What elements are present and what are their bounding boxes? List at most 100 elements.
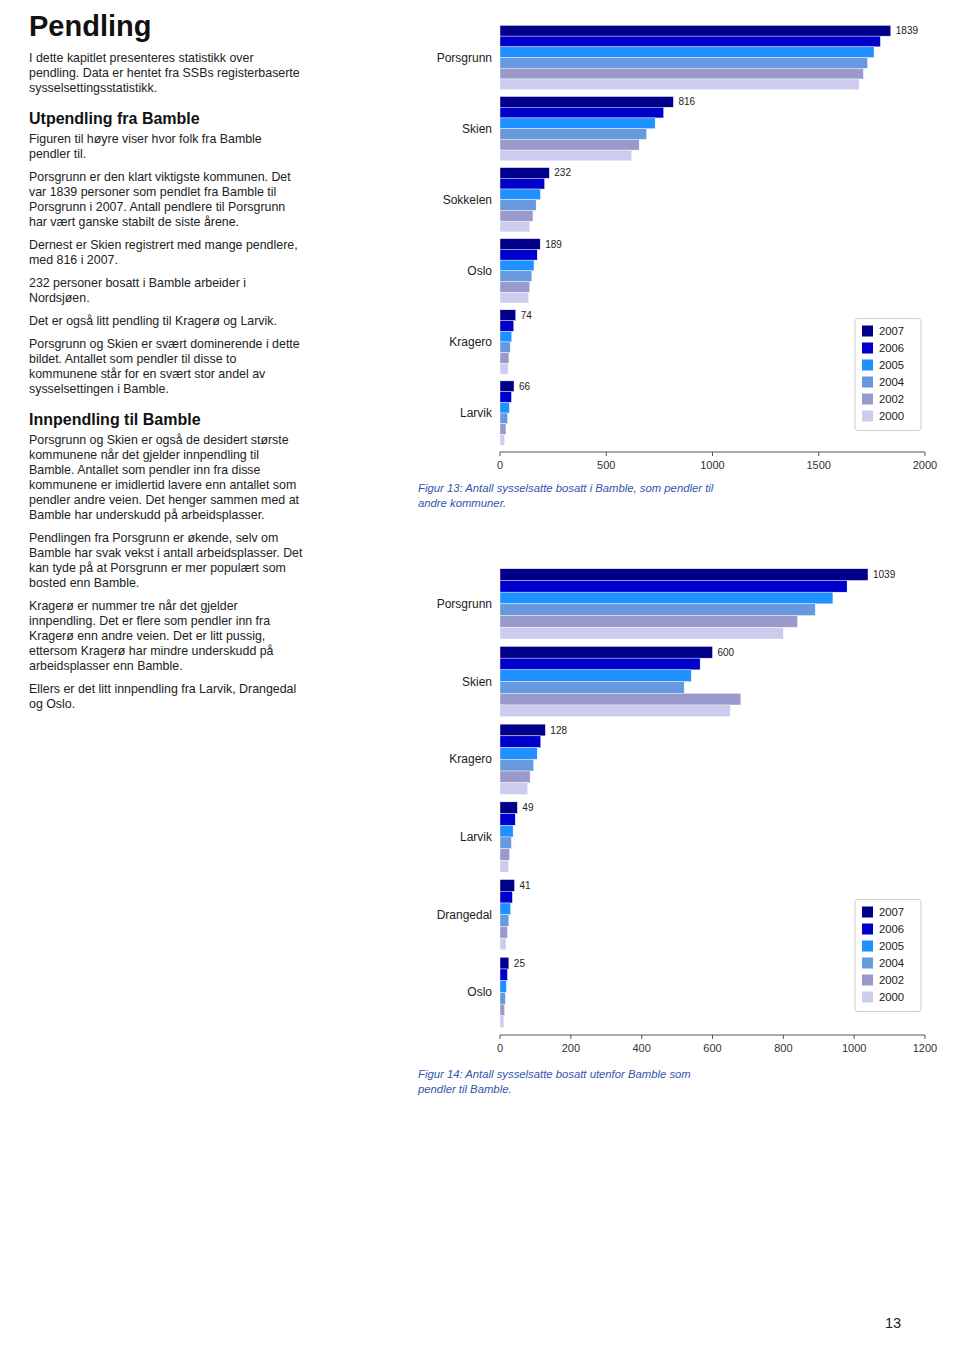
legend-label: 2007 bbox=[879, 325, 904, 337]
legend-label: 2005 bbox=[879, 359, 904, 371]
x-tick bbox=[783, 1035, 784, 1039]
legend-swatch bbox=[862, 394, 873, 405]
legend: 200720062005200420022000 bbox=[855, 319, 921, 431]
body-text: og Oslo. bbox=[29, 697, 75, 711]
legend-swatch bbox=[862, 992, 873, 1003]
bar bbox=[500, 424, 506, 435]
bar bbox=[500, 25, 891, 36]
caption-line: Figur 14: Antall sysselsatte bosatt uten… bbox=[418, 1068, 691, 1080]
x-tick-label: 0 bbox=[497, 1042, 503, 1054]
bar bbox=[500, 260, 534, 271]
data-label: 66 bbox=[519, 381, 531, 392]
bar bbox=[500, 47, 874, 58]
body-text: Porsgrunn er den klart viktigste kommune… bbox=[29, 170, 291, 184]
x-tick bbox=[500, 1035, 501, 1039]
x-tick-label: 1200 bbox=[913, 1042, 937, 1054]
body-text: innpendling. Det er flere som pendler in… bbox=[29, 614, 270, 628]
body-text: Porsgrunn og Skien er svært dominerende … bbox=[29, 337, 300, 351]
bar bbox=[500, 957, 509, 969]
x-tick-label: 800 bbox=[774, 1042, 792, 1054]
x-tick-label: 200 bbox=[562, 1042, 580, 1054]
legend-label: 2002 bbox=[879, 393, 904, 405]
bar bbox=[500, 1016, 504, 1028]
bar bbox=[500, 221, 530, 232]
legend-label: 2004 bbox=[879, 376, 904, 388]
legend-swatch bbox=[862, 958, 873, 969]
x-tick-label: 1500 bbox=[807, 459, 831, 471]
body-text: ettersom Kragerø har mindre underskudd p… bbox=[29, 644, 274, 658]
category-label: Porsgrunn bbox=[437, 51, 492, 65]
x-tick bbox=[854, 1035, 855, 1039]
bar bbox=[500, 580, 847, 592]
bar bbox=[500, 282, 530, 293]
data-label: 816 bbox=[678, 96, 695, 107]
page-number: 13 bbox=[885, 1315, 901, 1331]
legend-swatch bbox=[862, 975, 873, 986]
body-text: pendling. Data er hentet fra SSBs regist… bbox=[29, 66, 300, 80]
bar bbox=[500, 107, 664, 118]
category-label: Kragero bbox=[449, 752, 492, 766]
bar bbox=[500, 736, 541, 748]
page: PendlingI dette kapitlet presenteres sta… bbox=[0, 0, 960, 1347]
bar bbox=[500, 860, 509, 872]
legend-label: 2000 bbox=[879, 410, 904, 422]
data-label: 74 bbox=[521, 310, 533, 321]
legend-swatch bbox=[862, 907, 873, 918]
data-label: 189 bbox=[545, 239, 562, 250]
bar bbox=[500, 693, 741, 705]
x-tick bbox=[500, 452, 501, 456]
body-text: Bamble har svak vekst i antall arbeidspl… bbox=[29, 546, 303, 560]
bar bbox=[500, 814, 515, 826]
bar bbox=[500, 118, 655, 129]
bar bbox=[500, 36, 880, 47]
category-label: Kragero bbox=[449, 335, 492, 349]
bar bbox=[500, 353, 509, 364]
category-label: Skien bbox=[462, 675, 492, 689]
category-label: Drangedal bbox=[437, 908, 492, 922]
bar bbox=[500, 926, 507, 938]
bar bbox=[500, 200, 536, 211]
caption-line: andre kommuner. bbox=[418, 497, 506, 509]
chart: 18398162321897466PorsgrunnSkienSokkelenO… bbox=[418, 25, 937, 509]
data-label: 1039 bbox=[873, 569, 896, 580]
legend-label: 2004 bbox=[879, 957, 904, 969]
data-label: 49 bbox=[522, 802, 534, 813]
bar bbox=[500, 239, 540, 250]
body-text: Pendlingen fra Porsgrunn er økende, selv… bbox=[29, 531, 278, 545]
bar bbox=[500, 331, 512, 342]
bar bbox=[500, 392, 511, 403]
x-tick bbox=[606, 452, 607, 456]
body-text: Ellers er det litt innpendling fra Larvi… bbox=[29, 682, 296, 696]
category-label: Skien bbox=[462, 122, 492, 136]
body-text: 232 personer bosatt i Bamble arbeider i bbox=[29, 276, 246, 290]
bar bbox=[500, 592, 833, 604]
bar bbox=[500, 292, 529, 303]
bar bbox=[500, 705, 730, 717]
bar bbox=[500, 616, 798, 628]
section-heading: Utpendling fra Bamble bbox=[29, 110, 200, 127]
x-tick bbox=[818, 452, 819, 456]
body-text: var 1839 personer som pendlet fra Bamble… bbox=[29, 185, 276, 199]
bar bbox=[500, 249, 537, 260]
bar bbox=[500, 381, 514, 392]
bar bbox=[500, 670, 691, 682]
body-text: Kragerø enn andre veien. Det er litt pus… bbox=[29, 629, 265, 643]
bar bbox=[500, 79, 859, 90]
x-tick-label: 0 bbox=[497, 459, 503, 471]
body-text: med 816 i 2007. bbox=[29, 253, 118, 267]
category-label: Oslo bbox=[467, 985, 492, 999]
bar bbox=[500, 402, 509, 413]
bar bbox=[500, 627, 783, 639]
caption: Figur 14: Antall sysselsatte bosatt uten… bbox=[417, 1068, 691, 1095]
bar bbox=[500, 915, 509, 927]
legend-label: 2002 bbox=[879, 974, 904, 986]
bar bbox=[500, 938, 506, 950]
data-label: 41 bbox=[520, 880, 532, 891]
bar bbox=[500, 168, 549, 179]
legend-swatch bbox=[862, 924, 873, 935]
category-label: Porsgrunn bbox=[437, 597, 492, 611]
x-tick-label: 500 bbox=[597, 459, 615, 471]
body-text: Bamble har underskudd på arbeidsplasser. bbox=[29, 508, 265, 522]
category-label: Larvik bbox=[460, 406, 493, 420]
category-label: Sokkelen bbox=[443, 193, 492, 207]
